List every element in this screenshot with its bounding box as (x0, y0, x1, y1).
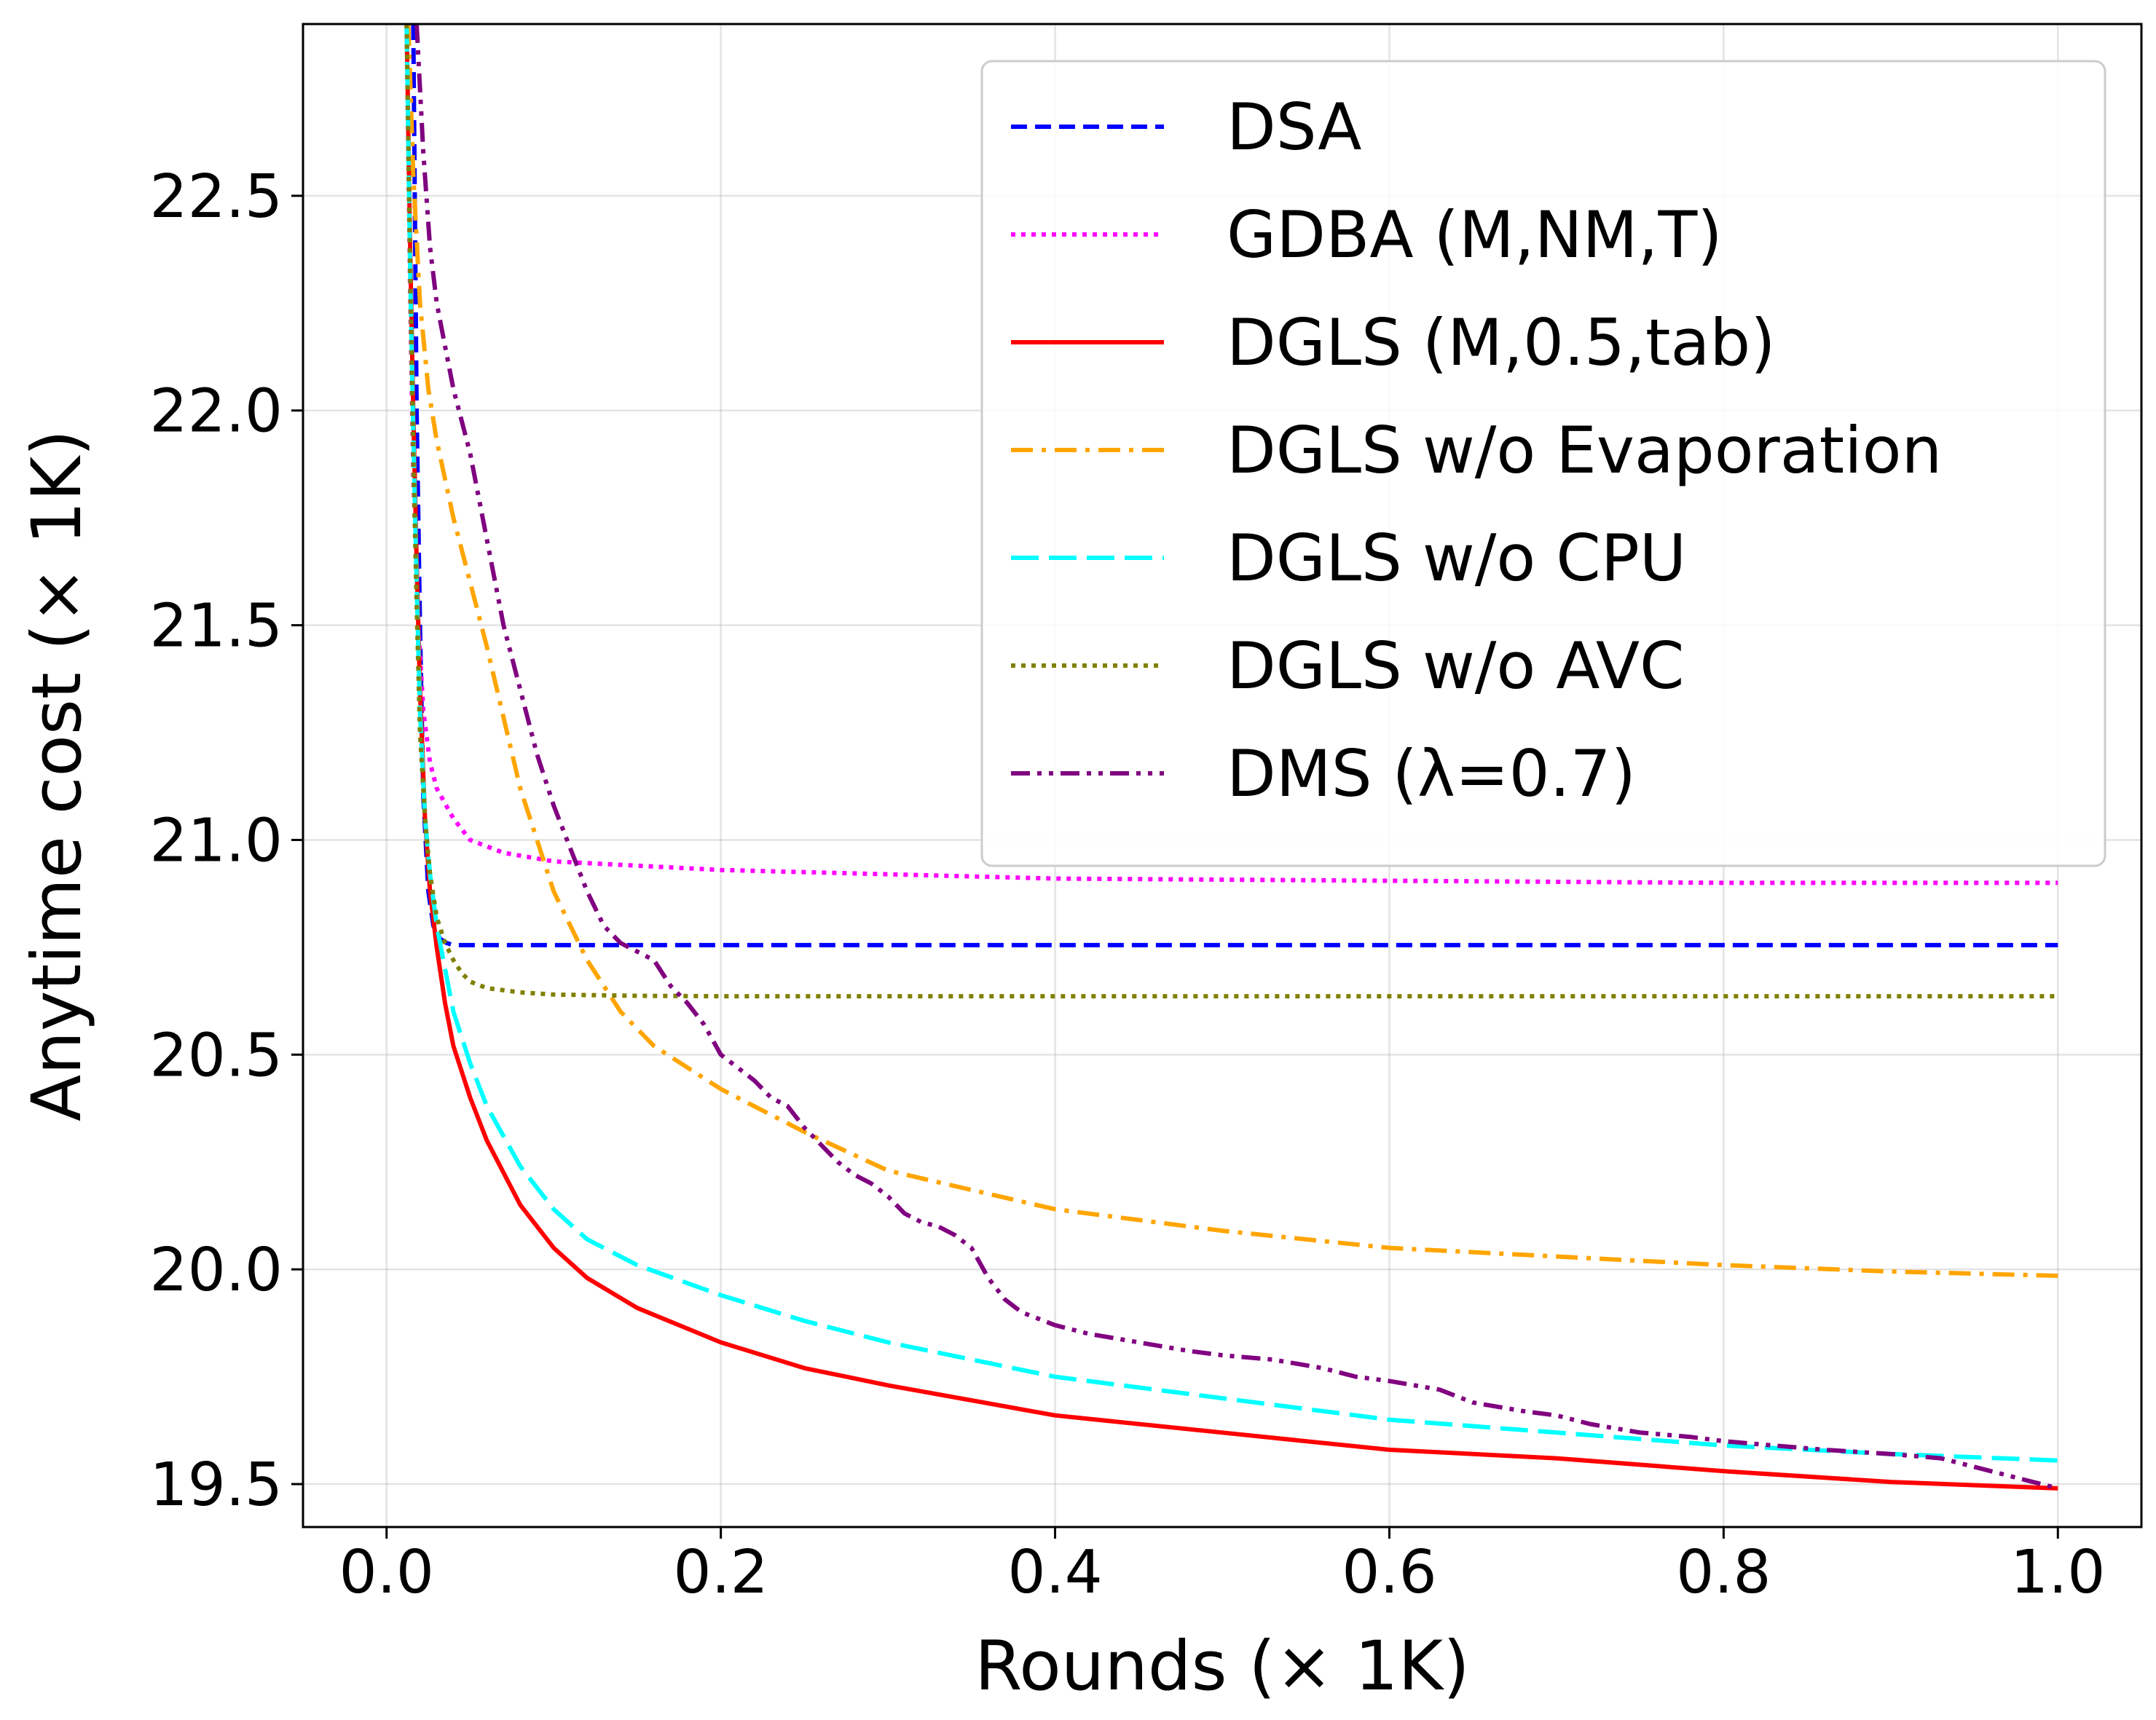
x-tick-label: 0.0 (339, 1538, 434, 1607)
y-tick-label: 19.5 (149, 1451, 283, 1520)
x-tick-label: 0.2 (673, 1538, 768, 1607)
y-tick-label: 21.0 (149, 806, 283, 875)
series-line-dgls-w-o-evaporation (406, 24, 2058, 1278)
x-axis-label: Rounds (× 1K) (975, 1627, 1470, 1706)
y-axis-label: Anytime cost (× 1K) (17, 430, 97, 1121)
y-tick-label: 22.5 (149, 162, 283, 232)
legend: DSA GDBA (M,NM,T) DGLS (M,0.5,tab) DGLS w/o… (980, 60, 2106, 867)
y-tick-label: 20.0 (149, 1236, 283, 1305)
legend-label-dgls-w-o-cpu: DGLS w/o CPU (1227, 521, 1686, 596)
legend-label-dgls-w-o-evaporation: DGLS w/o Evaporation (1227, 413, 1942, 488)
y-axis-ticks: 19.5 20.0 20.5 21.0 21.5 22.0 22.5 (149, 162, 303, 1520)
y-tick-label: 20.5 (149, 1021, 283, 1090)
y-tick-label: 21.5 (149, 592, 283, 661)
series-layer (404, 24, 2059, 1491)
x-tick-label: 0.6 (1342, 1538, 1436, 1607)
legend-box (980, 60, 2106, 867)
x-tick-label: 1.0 (2010, 1538, 2105, 1607)
y-tick-label: 22.0 (149, 377, 283, 446)
series-line-gdba-m-nm-t (404, 24, 2058, 885)
x-tick-label: 0.4 (1007, 1538, 1102, 1607)
plot-frame (302, 23, 2143, 1528)
x-tick-label: 0.8 (1676, 1538, 1771, 1607)
legend-label-dgls-m-0-5-tab: DGLS (M,0.5,tab) (1227, 305, 1776, 380)
legend-label-gdba-m-nm-t: GDBA (M,NM,T) (1227, 197, 1723, 272)
legend-label-dms-0-7: DMS (λ=0.7) (1227, 736, 1636, 811)
series-line-dms-0-7 (414, 24, 2059, 1491)
legend-label-dsa: DSA (1227, 90, 1361, 165)
legend-label-dgls-w-o-avc: DGLS w/o AVC (1227, 628, 1684, 703)
x-axis-ticks: 0.0 0.2 0.4 0.6 0.8 1.0 (339, 1527, 2105, 1607)
series-line-dgls-w-o-avc (404, 24, 2058, 999)
